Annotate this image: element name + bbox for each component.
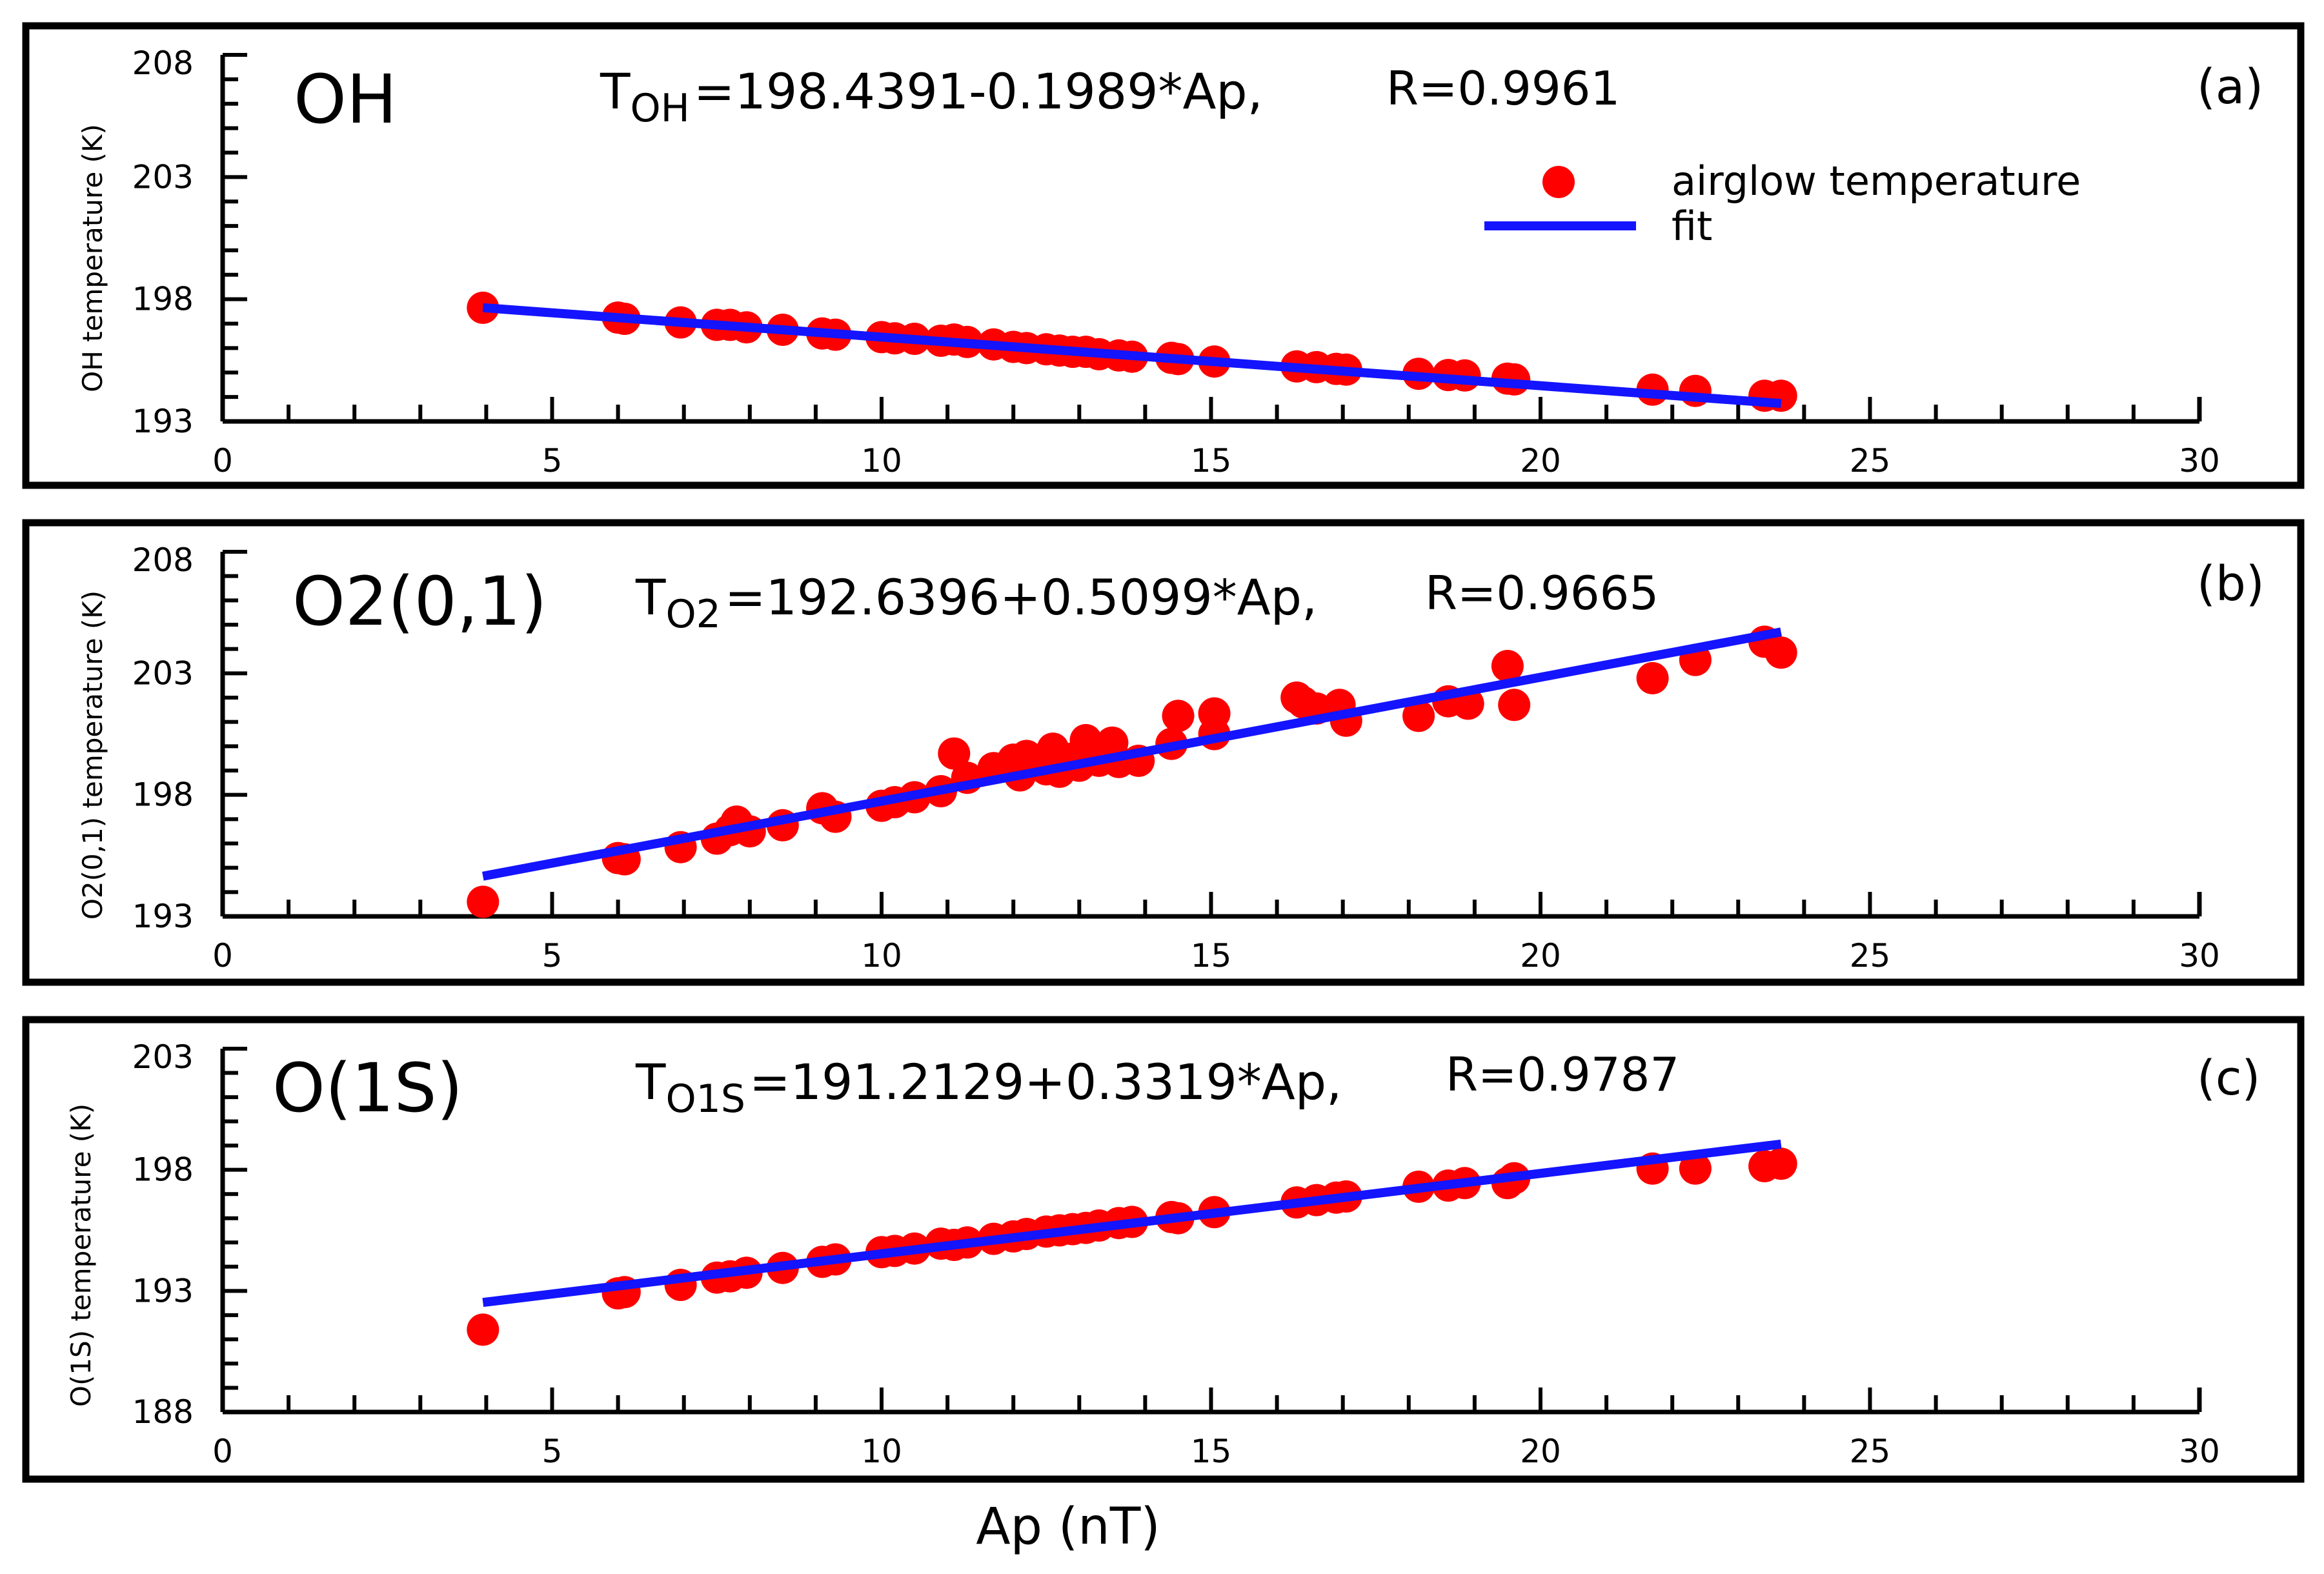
data-point [467,885,500,918]
x-tick-label: 10 [861,937,902,974]
y-axis-label: O(1S) temperature (K) [65,1104,97,1407]
panel-c-frame [22,1016,2305,1483]
y-tick-label: 208 [132,541,194,579]
fit-equation: TO1S=191.2129+0.3319*Ap, [635,1053,1342,1122]
data-point [1764,1147,1797,1180]
fit-line [482,1139,1782,1307]
species-label: O(1S) [272,1049,463,1127]
correlation-label: R=0.9787 [1446,1047,1679,1102]
legend-label-fit: fit [1672,203,1712,250]
x-tick-label: 30 [2179,442,2220,479]
x-tick-label: 15 [1191,1433,1232,1470]
x-tick-label: 30 [2179,1433,2220,1470]
panel-letter: (b) [2197,556,2265,612]
equation-rhs: =191.2129+0.3319*Ap, [749,1053,1342,1111]
x-axis-label: Ap (nT) [976,1498,1160,1556]
data-point [1764,636,1797,669]
equation-subscript: OH [630,86,689,131]
x-tick-label: 0 [212,1433,233,1470]
y-tick-label: 203 [132,158,194,196]
data-point [938,737,971,770]
data-point [1679,1152,1712,1185]
fit-equation: TO2=192.6396+0.5099*Ap, [635,569,1317,637]
y-tick-label: 193 [132,898,194,935]
equation-rhs: =192.6396+0.5099*Ap, [725,569,1317,626]
y-tick-label: 198 [132,281,194,318]
y-tick-label: 198 [132,1151,194,1189]
fit-line [482,303,1782,409]
x-tick-label: 25 [1850,1433,1891,1470]
x-tick-label: 20 [1520,937,1561,974]
panel-letter: (a) [2197,59,2263,115]
species-label: OH [294,60,397,139]
panel-a-frame [22,22,2305,489]
data-point [1636,661,1669,694]
equation-t: T [635,1053,666,1111]
panel-c: O(1S) TO1S=191.2129+0.3319*Ap, R=0.9787 … [22,1016,2305,1483]
x-tick-label: 30 [2179,937,2220,974]
x-tick-label: 15 [1191,937,1232,974]
x-tick-label: 5 [542,442,563,479]
y-tick-label: 203 [132,654,194,692]
y-axis-label: OH temperature (K) [77,124,108,392]
x-tick-label: 25 [1850,937,1891,974]
x-tick-label: 5 [542,937,563,974]
data-point [1402,700,1435,732]
x-tick-label: 20 [1520,442,1561,479]
correlation-label: R=0.9961 [1386,61,1620,116]
equation-subscript: O2 [665,592,720,637]
y-tick-label: 188 [132,1393,194,1431]
y-axis-label: O2(0,1) temperature (K) [77,590,108,920]
x-tick-label: 10 [861,1433,902,1470]
correlation-label: R=0.9665 [1425,566,1659,620]
panel-b: O2(0,1) TO2=192.6396+0.5099*Ap, R=0.9665… [22,519,2305,986]
equation-subscript: O1S [665,1076,745,1122]
fit-line [482,627,1782,881]
y-tick-label: 198 [132,776,194,814]
equation-t: T [600,63,631,120]
y-tick-label: 203 [132,1038,194,1076]
x-tick-label: 0 [212,937,233,974]
equation-rhs: =198.4391-0.1989*Ap, [694,63,1263,120]
data-point [1491,650,1524,682]
data-point [1498,689,1531,721]
equation-t: T [635,569,666,626]
panel-a: OH TOH=198.4391-0.1989*Ap, R=0.9961 (a) … [22,22,2305,489]
x-tick-label: 15 [1191,442,1232,479]
y-tick-label: 193 [132,1272,194,1309]
legend: airglow temperature fit [1484,157,2081,250]
panel-letter: (c) [2197,1051,2260,1106]
data-point [1162,700,1195,732]
legend-label-airglow: airglow temperature [1672,157,2081,205]
fit-equation: TOH=198.4391-0.1989*Ap, [600,63,1263,131]
y-tick-label: 208 [132,45,194,82]
data-point [467,1313,500,1346]
panel-b-frame [22,519,2305,986]
x-tick-label: 25 [1850,442,1891,479]
x-tick-label: 5 [542,1433,563,1470]
x-tick-label: 10 [861,442,902,479]
y-tick-label: 193 [132,403,194,440]
x-tick-label: 0 [212,442,233,479]
legend-marker [1542,166,1575,198]
species-label: O2(0,1) [292,562,547,641]
x-tick-label: 20 [1520,1433,1561,1470]
